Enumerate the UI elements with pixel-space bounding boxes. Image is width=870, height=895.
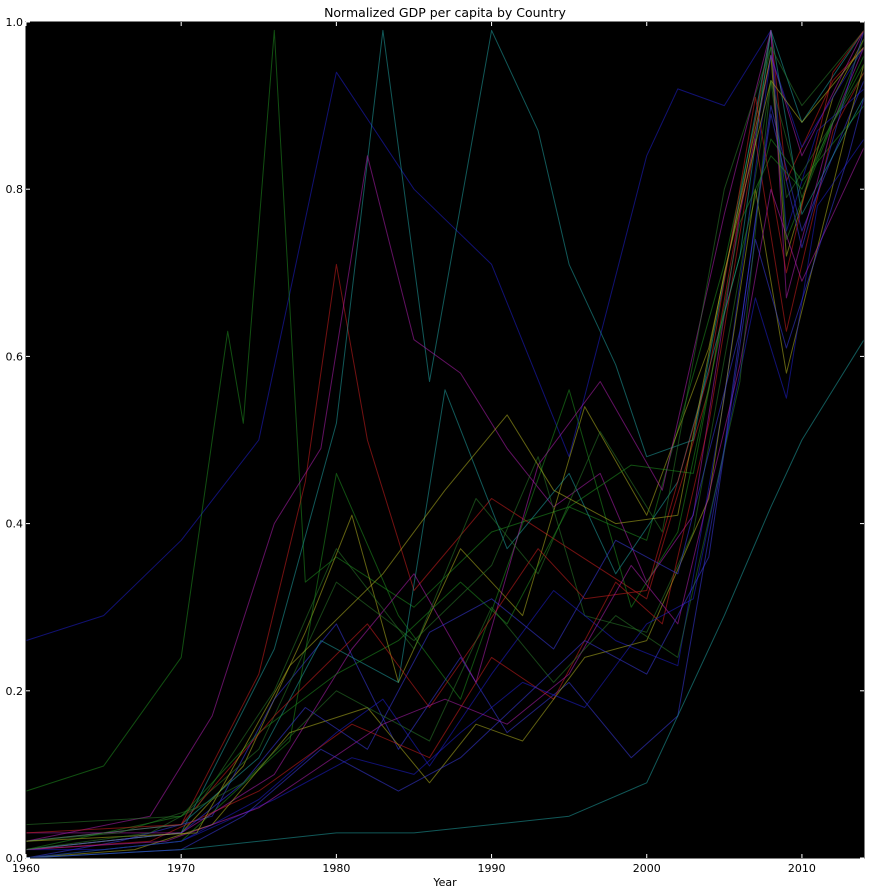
plot-area (26, 22, 864, 858)
chart-title: Normalized GDP per capita by Country (324, 5, 566, 20)
series-line (25, 29, 865, 642)
series-line (25, 29, 865, 842)
y-axis: 0.0 0.2 0.4 0.6 0.8 1.0 (6, 16, 864, 865)
y-tick-label: 0.4 (6, 518, 24, 531)
series-line (25, 38, 865, 851)
x-tick-label: 1960 (12, 862, 40, 875)
x-tick-label: 1970 (167, 862, 195, 875)
y-tick-label: 0.2 (6, 685, 24, 698)
series-line (25, 30, 865, 842)
y-tick-label: 1.0 (6, 16, 24, 29)
x-tick-label: 2000 (633, 862, 661, 875)
x-tick-label: 2010 (788, 862, 816, 875)
plot-frame (25, 21, 865, 859)
series-layer (25, 29, 865, 859)
series-line (26, 29, 865, 834)
series-line (25, 29, 865, 851)
series-line (25, 30, 865, 834)
y-tick-label: 0.0 (6, 852, 24, 865)
y-tick-label: 0.6 (6, 350, 24, 363)
series-line (26, 46, 865, 851)
x-tick-label: 1980 (322, 862, 350, 875)
x-axis: 1960 1970 1980 1990 2000 2010 (12, 22, 816, 875)
x-axis-label: Year (432, 876, 457, 889)
y-tick-label: 0.8 (6, 183, 24, 196)
series-line (25, 38, 865, 851)
series-line (25, 147, 865, 851)
series-line (25, 97, 865, 859)
x-tick-label: 1990 (478, 862, 506, 875)
series-line (25, 29, 865, 842)
series-line (25, 339, 865, 859)
series-line (25, 30, 865, 851)
series-line (25, 55, 865, 851)
series-line (25, 138, 865, 859)
series-line (25, 30, 865, 842)
